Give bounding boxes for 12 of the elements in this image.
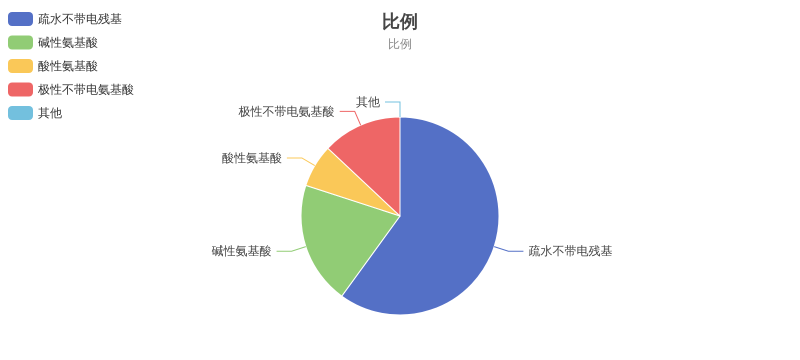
legend-label: 疏水不带电残基 [38, 12, 122, 26]
legend-label: 碱性氨基酸 [38, 36, 98, 50]
slice-label: 极性不带电氨基酸 [238, 104, 335, 118]
slice-label: 碱性氨基酸 [212, 244, 272, 258]
slice-label: 酸性氨基酸 [222, 150, 282, 165]
category-label: 其他 [356, 95, 380, 109]
legend-label: 极性不带电氨基酸 [37, 82, 134, 96]
legend-label: 其他 [38, 106, 62, 120]
legend-label: 酸性氨基酸 [38, 59, 98, 73]
text: 比例 [388, 37, 412, 51]
slice-label: 疏水不带电残基 [528, 244, 612, 258]
chart-title: 比例 [382, 12, 418, 32]
